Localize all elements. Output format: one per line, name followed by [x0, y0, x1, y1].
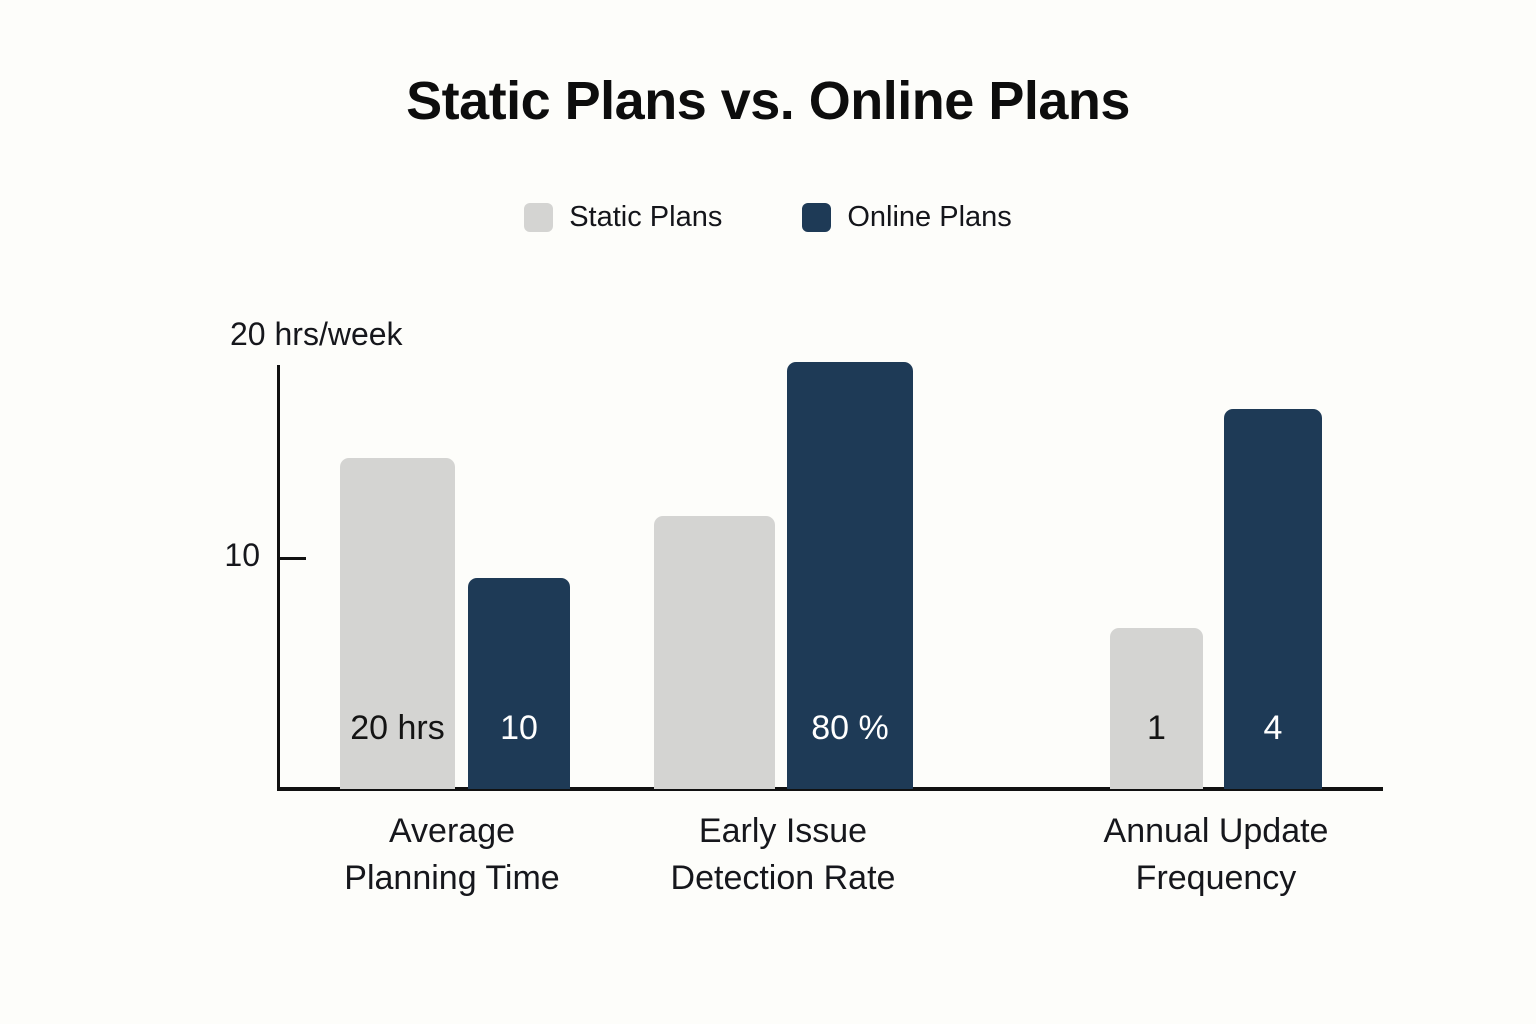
bar-online-plans-5[interactable]: 4 — [1224, 409, 1322, 789]
bar-static-plans-4[interactable]: 1 — [1110, 628, 1203, 789]
bar-online-plans-3[interactable]: 80 % — [787, 362, 913, 789]
legend-label-static-plans: Static Plans — [569, 201, 723, 233]
category-label-line: Planning Time — [344, 858, 560, 897]
category-label-line: Average — [388, 812, 516, 850]
bar-value-label: 4 — [1263, 709, 1283, 747]
category-label-2: Annual Update Frequency — [1046, 808, 1386, 902]
legend-item-static-plans[interactable]: Static Plans — [524, 203, 722, 232]
category-label-line: Detection Rate — [670, 858, 896, 897]
bar-online-plans-1[interactable]: 10 — [468, 578, 570, 789]
bar-static-plans-0[interactable]: 20 hrs — [340, 458, 455, 789]
category-label-1: Early Issue Detection Rate — [613, 808, 953, 902]
y-axis-line — [277, 365, 280, 789]
legend-swatch-online-plans — [802, 203, 832, 232]
category-label-line: Early Issue — [698, 812, 868, 850]
bar-value-label: 20 hrs — [350, 709, 445, 747]
x-axis-line — [277, 787, 1383, 791]
bar-value-label: 1 — [1147, 709, 1166, 747]
legend-label-online-plans: Online Plans — [847, 201, 1012, 233]
chart-title: Static Plans vs. Online Plans — [406, 71, 1130, 131]
category-label-line: Annual Update — [1103, 812, 1329, 850]
legend-swatch-static-plans — [524, 203, 554, 232]
y-axis-top-label: 20 hrs/week — [230, 316, 403, 352]
chart-legend: Static Plans Online Plans — [0, 203, 1536, 232]
bar-value-label: 80 % — [811, 709, 889, 747]
y-axis-tick-mark-10 — [280, 557, 306, 560]
y-axis-tick-label-10: 10 — [224, 537, 260, 573]
category-label-0: Average Planning Time — [287, 808, 617, 902]
legend-item-online-plans[interactable]: Online Plans — [802, 201, 1012, 233]
category-label-line: Frequency — [1135, 858, 1297, 897]
bar-static-plans-2[interactable] — [654, 516, 775, 789]
bar-value-label: 10 — [500, 709, 538, 747]
